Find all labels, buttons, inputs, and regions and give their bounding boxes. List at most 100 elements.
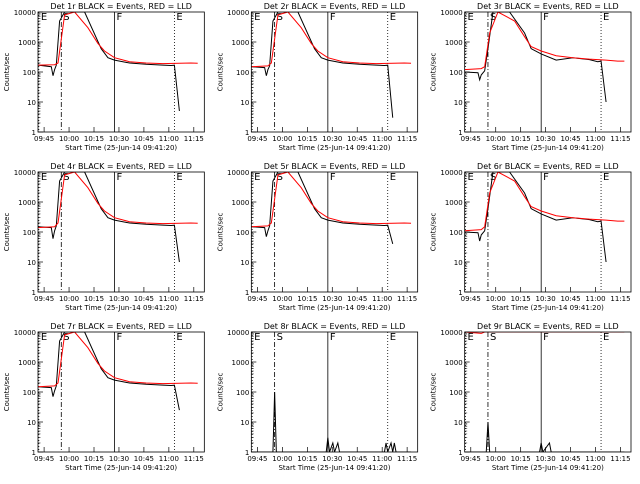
event-marker-label: E: [176, 172, 182, 183]
y-axis-label: Counts/sec: [430, 53, 438, 92]
event-marker-label: S: [63, 332, 69, 343]
event-marker-label: E: [390, 172, 396, 183]
y-tick-label: 10000: [227, 169, 249, 177]
y-tick-label: 1000: [18, 39, 36, 47]
event-marker-label: F: [117, 172, 123, 183]
y-tick-label: 10: [240, 99, 249, 107]
x-tick-label: 10:30: [109, 455, 129, 463]
x-tick-label: 10:00: [272, 135, 292, 143]
x-tick-label: 11:00: [159, 295, 179, 303]
y-tick-label: 1: [245, 449, 249, 457]
chart-title: Det 5r BLACK = Events, RED = LLD: [264, 162, 406, 171]
x-tick-label: 11:00: [585, 295, 605, 303]
lld-series-line: [464, 12, 625, 71]
chart-title: Det 7r BLACK = Events, RED = LLD: [50, 322, 192, 331]
x-tick-label: 09:45: [461, 455, 481, 463]
x-axis-label: Start Time (25-Jun-14 09:41:20): [65, 464, 177, 472]
x-tick-label: 10:15: [84, 455, 104, 463]
plot-frame: [464, 331, 632, 453]
event-marker-label: E: [467, 12, 473, 23]
y-tick-label: 10: [27, 259, 36, 267]
y-tick-label: 1: [32, 129, 36, 137]
x-axis-label: Start Time (25-Jun-14 09:41:20): [279, 304, 391, 312]
events-series-line: [251, 12, 394, 118]
chart-title: Det 1r BLACK = Events, RED = LLD: [50, 2, 192, 11]
x-axis-label: Start Time (25-Jun-14 09:41:20): [279, 464, 391, 472]
lld-series-line: [464, 172, 625, 232]
event-marker-label: E: [603, 172, 609, 183]
x-tick-label: 10:45: [560, 135, 580, 143]
x-tick-label: 11:00: [372, 295, 392, 303]
event-marker-label: E: [41, 12, 47, 23]
x-tick-label: 11:15: [184, 135, 204, 143]
x-tick-label: 10:30: [322, 455, 342, 463]
y-tick-label: 100: [236, 229, 249, 237]
x-tick-label: 10:00: [59, 135, 79, 143]
y-tick-label: 10: [454, 99, 463, 107]
event-marker-label: S: [490, 12, 496, 23]
x-tick-label: 11:00: [159, 455, 179, 463]
y-tick-label: 10: [240, 259, 249, 267]
event-marker-label: S: [63, 12, 69, 23]
chart-title: Det 3r BLACK = Events, RED = LLD: [477, 2, 619, 11]
event-marker-label: E: [176, 332, 182, 343]
x-tick-label: 10:15: [511, 455, 531, 463]
event-marker-label: E: [467, 332, 473, 343]
y-tick-label: 10000: [14, 9, 36, 17]
y-tick-label: 100: [23, 69, 36, 77]
event-marker-label: E: [254, 172, 260, 183]
x-tick-label: 10:00: [272, 455, 292, 463]
x-tick-label: 11:00: [585, 455, 605, 463]
event-marker-label: E: [603, 332, 609, 343]
x-tick-label: 09:45: [461, 295, 481, 303]
y-tick-label: 1: [245, 289, 249, 297]
events-series-line: [38, 172, 180, 263]
x-tick-label: 10:00: [486, 455, 506, 463]
chart-title: Det 4r BLACK = Events, RED = LLD: [50, 162, 192, 171]
y-tick-label: 10: [454, 259, 463, 267]
y-tick-label: 1000: [445, 39, 463, 47]
event-marker-label: E: [603, 12, 609, 23]
x-tick-label: 10:45: [560, 455, 580, 463]
y-tick-label: 100: [449, 229, 462, 237]
x-tick-label: 11:00: [585, 135, 605, 143]
event-marker-label: E: [467, 172, 473, 183]
x-tick-label: 11:15: [184, 455, 204, 463]
chart-title: Det 6r BLACK = Events, RED = LLD: [477, 162, 619, 171]
event-marker-label: F: [330, 332, 336, 343]
x-axis-label: Start Time (25-Jun-14 09:41:20): [492, 144, 604, 152]
event-marker-label: E: [41, 332, 47, 343]
event-marker-label: S: [277, 332, 283, 343]
x-tick-label: 10:45: [134, 295, 154, 303]
x-tick-label: 11:15: [397, 135, 417, 143]
events-series-line: [38, 12, 180, 112]
y-tick-label: 100: [23, 229, 36, 237]
x-tick-label: 11:00: [372, 455, 392, 463]
chart-title: Det 8r BLACK = Events, RED = LLD: [264, 322, 406, 331]
x-axis-label: Start Time (25-Jun-14 09:41:20): [492, 464, 604, 472]
x-tick-label: 09:45: [34, 135, 54, 143]
y-tick-label: 100: [23, 389, 36, 397]
y-tick-label: 1: [245, 129, 249, 137]
lld-series-line: [38, 172, 198, 229]
event-marker-label: F: [543, 12, 549, 23]
y-tick-label: 10: [240, 419, 249, 427]
events-series-line: [251, 391, 412, 452]
y-tick-label: 10000: [14, 329, 36, 337]
y-tick-label: 10: [27, 419, 36, 427]
x-tick-label: 10:30: [322, 295, 342, 303]
plot-frame: [464, 11, 632, 133]
x-axis-label: Start Time (25-Jun-14 09:41:20): [65, 144, 177, 152]
event-marker-label: F: [543, 332, 549, 343]
event-marker-label: E: [176, 12, 182, 23]
x-tick-label: 10:15: [84, 135, 104, 143]
events-series-line: [464, 172, 607, 263]
event-marker-label: E: [254, 12, 260, 23]
x-tick-label: 09:45: [247, 135, 267, 143]
x-tick-label: 09:45: [247, 295, 267, 303]
